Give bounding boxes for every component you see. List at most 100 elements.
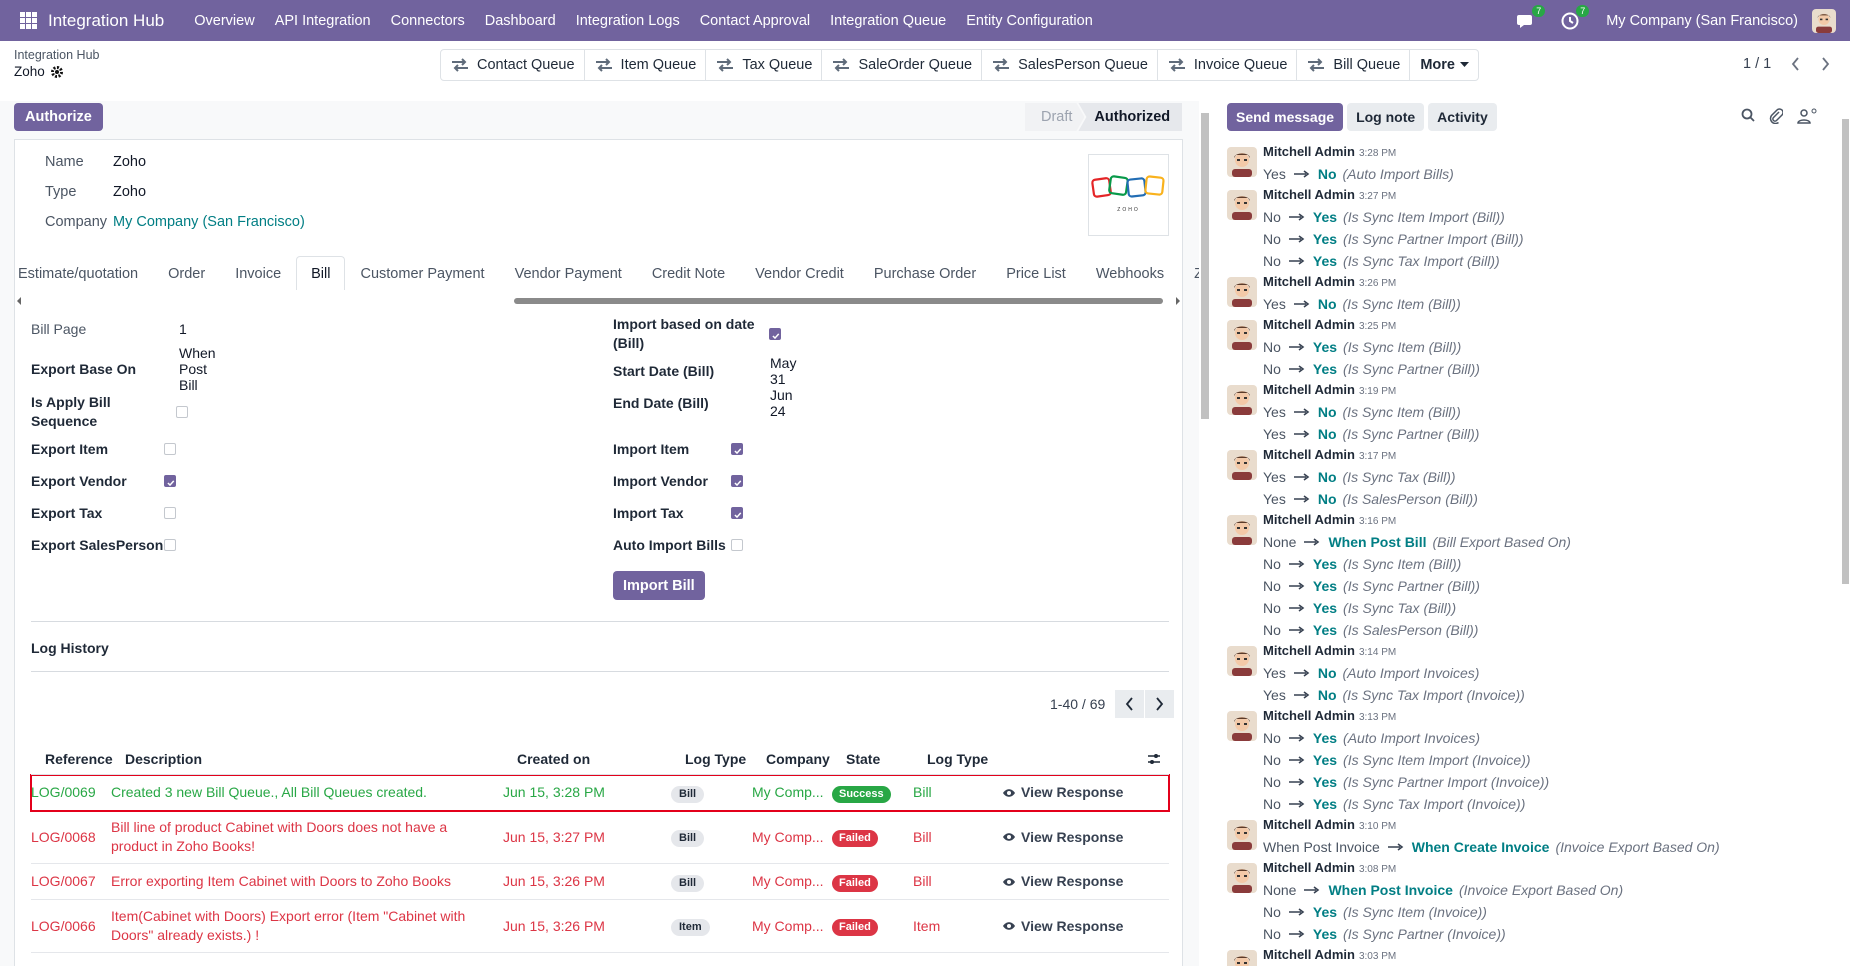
view-response-button[interactable]: View Response	[1002, 828, 1169, 847]
smart-button[interactable]: Bill Queue	[1297, 50, 1411, 80]
message-author[interactable]: Mitchell Admin	[1263, 512, 1355, 527]
icon-part	[1304, 538, 1320, 546]
notebook-tab[interactable]: Webhooks	[1095, 265, 1165, 282]
message-author[interactable]: Mitchell Admin	[1263, 860, 1355, 875]
cell-log-type: Bill	[913, 784, 932, 800]
checkbox[interactable]	[731, 539, 743, 551]
table-row[interactable]: LOG/0067 Error exporting Item Cabinet wit…	[31, 864, 1169, 900]
message-author[interactable]: Mitchell Admin	[1263, 274, 1355, 289]
smart-button[interactable]: Item Queue	[585, 50, 707, 80]
icon-part	[1517, 14, 1533, 28]
notebook-tab[interactable]: Credit Note	[651, 265, 726, 282]
notebook-tab[interactable]: Bill	[296, 256, 346, 290]
log-pager-prev[interactable]	[1115, 690, 1145, 718]
status-stage[interactable]: Draft	[1025, 103, 1084, 131]
view-response-button[interactable]: View Response	[1002, 917, 1169, 936]
checkbox[interactable]	[164, 539, 176, 551]
import-bill-button[interactable]: Import Bill	[613, 571, 705, 600]
menu-item[interactable]: Connectors	[390, 12, 465, 29]
column-header[interactable]: Description	[125, 750, 203, 767]
table-row[interactable]: LOG/0069 Created 3 new Bill Queue., All B…	[30, 774, 1170, 812]
column-header[interactable]: Created on	[517, 750, 591, 767]
table-row[interactable]: LOG/0068 Bill line of product Cabinet wit…	[31, 811, 1169, 864]
menu-item[interactable]: Integration Logs	[575, 12, 680, 29]
column-header[interactable]: State	[846, 750, 881, 767]
icon-part	[1811, 108, 1817, 114]
smart-button[interactable]: Invoice Queue	[1158, 50, 1298, 80]
gear-icon[interactable]	[50, 65, 63, 78]
notebook-tab[interactable]: Zoho Books	[1194, 265, 1199, 282]
column-header[interactable]: Reference	[45, 750, 113, 767]
icon-part	[1148, 754, 1160, 764]
column-header[interactable]: Log Type	[685, 750, 747, 767]
notebook-tab[interactable]: Order	[168, 265, 206, 282]
tag: Item	[671, 919, 710, 936]
field-name: (Is Sync Tax (Bill))	[1343, 600, 1457, 616]
notebook-tab[interactable]: Vendor Credit	[755, 265, 844, 282]
checkbox[interactable]	[164, 507, 176, 519]
checkbox[interactable]	[731, 507, 743, 519]
old-value: No	[1263, 622, 1281, 638]
chatter-icon[interactable]	[1769, 108, 1783, 124]
icon-part	[1237, 159, 1240, 161]
smart-button[interactable]: Tax Queue	[706, 50, 823, 80]
message-author[interactable]: Mitchell Admin	[1263, 382, 1355, 397]
status-stage[interactable]: Authorized	[1078, 103, 1183, 131]
notebook-tab[interactable]: Estimate/quotation	[18, 265, 139, 282]
menu-item[interactable]: Overview	[194, 12, 255, 29]
checkbox[interactable]	[731, 475, 743, 487]
activities-icon[interactable]: 7	[1560, 4, 1590, 31]
message-author[interactable]: Mitchell Admin	[1263, 947, 1355, 962]
checkbox[interactable]	[176, 406, 188, 418]
smart-button[interactable]: Contact Queue	[441, 50, 585, 80]
messages-icon[interactable]: 7	[1516, 4, 1546, 31]
field-value[interactable]: My Company (San Francisco)	[113, 214, 305, 230]
chatter-button[interactable]: Activity	[1428, 103, 1497, 131]
chatter-button[interactable]: Log note	[1347, 103, 1425, 131]
checkbox[interactable]	[769, 328, 781, 340]
checkbox[interactable]	[731, 443, 743, 455]
column-header[interactable]: Company	[766, 750, 830, 767]
chatter-button[interactable]: Send message	[1227, 103, 1344, 131]
authorize-button[interactable]: Authorize	[14, 103, 103, 131]
log-pager-next[interactable]	[1145, 690, 1175, 718]
more-button[interactable]: More	[1410, 50, 1478, 80]
message-author[interactable]: Mitchell Admin	[1263, 643, 1355, 658]
message-author[interactable]: Mitchell Admin	[1263, 317, 1355, 332]
notebook-tab[interactable]: Purchase Order	[873, 265, 977, 282]
smart-button[interactable]: SalesPerson Queue	[982, 50, 1158, 80]
message-author[interactable]: Mitchell Admin	[1263, 187, 1355, 202]
view-response-button[interactable]: View Response	[1002, 872, 1169, 891]
chatter-icon[interactable]	[1797, 108, 1817, 124]
notebook-tab[interactable]: Vendor Payment	[514, 265, 622, 282]
apps-icon[interactable]	[20, 11, 38, 30]
table-row[interactable]: LOG/0066 Item(Cabinet with Doors) Export …	[31, 900, 1169, 953]
message-author[interactable]: Mitchell Admin	[1263, 144, 1355, 159]
menu-item[interactable]: Dashboard	[484, 12, 556, 29]
app-name[interactable]: Integration Hub	[48, 10, 165, 30]
pager-prev[interactable]	[1781, 50, 1809, 78]
message-author[interactable]: Mitchell Admin	[1263, 708, 1355, 723]
user-avatar[interactable]	[1812, 8, 1836, 33]
pager-next[interactable]	[1811, 50, 1839, 78]
notebook-tab[interactable]: Invoice	[235, 265, 282, 282]
message-author[interactable]: Mitchell Admin	[1263, 447, 1355, 462]
message-author[interactable]: Mitchell Admin	[1263, 817, 1355, 832]
notebook-tab[interactable]: Customer Payment	[360, 265, 485, 282]
menu-item[interactable]: API Integration	[274, 12, 371, 29]
icon-part	[1232, 885, 1252, 893]
icon-part	[167, 480, 175, 487]
menu-item[interactable]: Entity Configuration	[966, 12, 1093, 29]
menu-item[interactable]: Integration Queue	[830, 12, 947, 29]
optional-columns-toggle[interactable]	[1147, 752, 1161, 766]
company-switcher[interactable]: My Company (San Francisco)	[1606, 12, 1798, 29]
view-response-button[interactable]: View Response	[1002, 783, 1169, 802]
breadcrumb-parent[interactable]: Integration Hub	[14, 48, 100, 62]
column-header[interactable]: Log Type	[927, 750, 989, 767]
checkbox[interactable]	[164, 475, 176, 487]
notebook-tab[interactable]: Price List	[1006, 265, 1066, 282]
checkbox[interactable]	[164, 443, 176, 455]
chatter-icon[interactable]	[1741, 108, 1755, 124]
menu-item[interactable]: Contact Approval	[699, 12, 811, 29]
smart-button[interactable]: SaleOrder Queue	[822, 50, 983, 80]
